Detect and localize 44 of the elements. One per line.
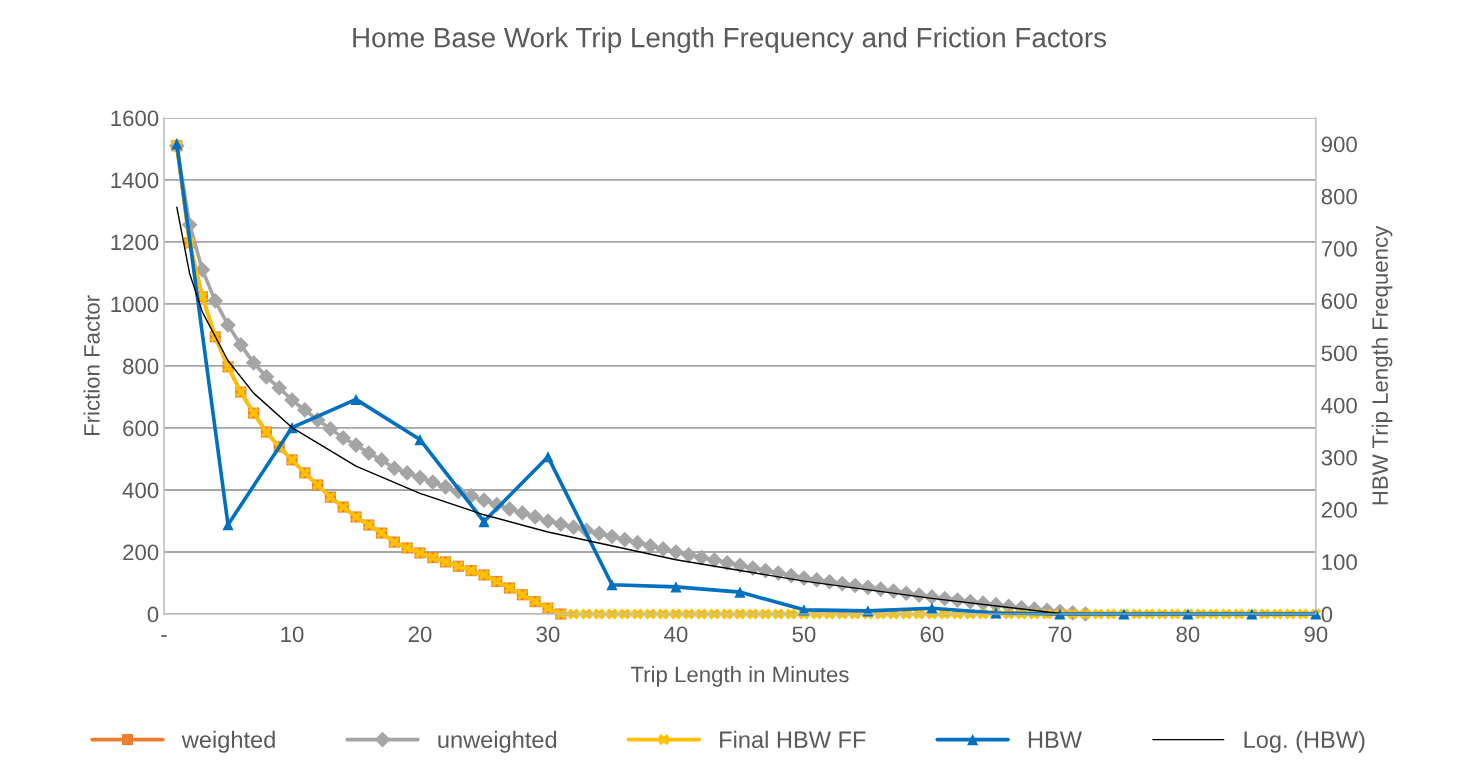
point (734, 586, 746, 598)
y-tick-label: 200 (123, 544, 159, 561)
point (606, 579, 618, 591)
point (478, 516, 490, 528)
x-tick-label: - (161, 635, 167, 637)
y-tick-label: 600 (123, 420, 159, 437)
y2-tick-label: 300 (1321, 449, 1357, 466)
legend-label: Log. (HBW) (1244, 730, 1365, 753)
y-tick-label: 400 (122, 482, 159, 499)
x-tick-label: 30 (536, 626, 560, 643)
x-tick-label: 20 (408, 626, 432, 643)
x-tick-label: 70 (1048, 626, 1072, 643)
x-tick-label: 50 (792, 626, 816, 643)
legend-label: HBW (1028, 731, 1082, 748)
y2-tick-label: 800 (1321, 188, 1357, 205)
x-tick-label: 90 (1304, 626, 1328, 643)
point (350, 393, 362, 405)
x-axis-title: Trip Length in Minutes (630, 665, 849, 687)
y-tick-label: 1400 (111, 172, 159, 189)
point (414, 434, 426, 446)
y-tick-label: 1600 (111, 110, 159, 127)
x-tick-label: 40 (664, 626, 688, 643)
x-tick-label: 60 (920, 626, 944, 643)
x-tick-label: 80 (1176, 626, 1200, 643)
y2-tick-label: 0 (1321, 606, 1333, 623)
chart-title: Home Base Work Trip Length Frequency and Friction Factors (353, 27, 1107, 53)
y2-axis-title: HBW Trip Length Frequency (1371, 225, 1393, 505)
y-tick-label: 1000 (111, 296, 159, 313)
x-tick-label: 10 (281, 626, 304, 643)
y2-tick-label: 500 (1321, 345, 1357, 362)
y-axis-title: Friction Factor (83, 295, 100, 436)
legend-label: weighted (181, 730, 275, 753)
y2-tick-label: 200 (1321, 502, 1357, 518)
y2-tick-label: 700 (1321, 240, 1357, 257)
y-tick-label: 0 (147, 606, 159, 623)
point (670, 581, 682, 593)
legend-label: unweighted (438, 730, 557, 753)
y2-tick-label: 900 (1321, 136, 1357, 153)
y-tick-label: 800 (123, 358, 159, 375)
legend-label: Final HBW FF (720, 730, 866, 749)
y-tick-label: 1200 (111, 234, 159, 251)
y2-tick-label: 100 (1322, 554, 1357, 571)
y2-tick-label: 400 (1321, 397, 1357, 414)
y2-tick-label: 600 (1321, 293, 1357, 309)
